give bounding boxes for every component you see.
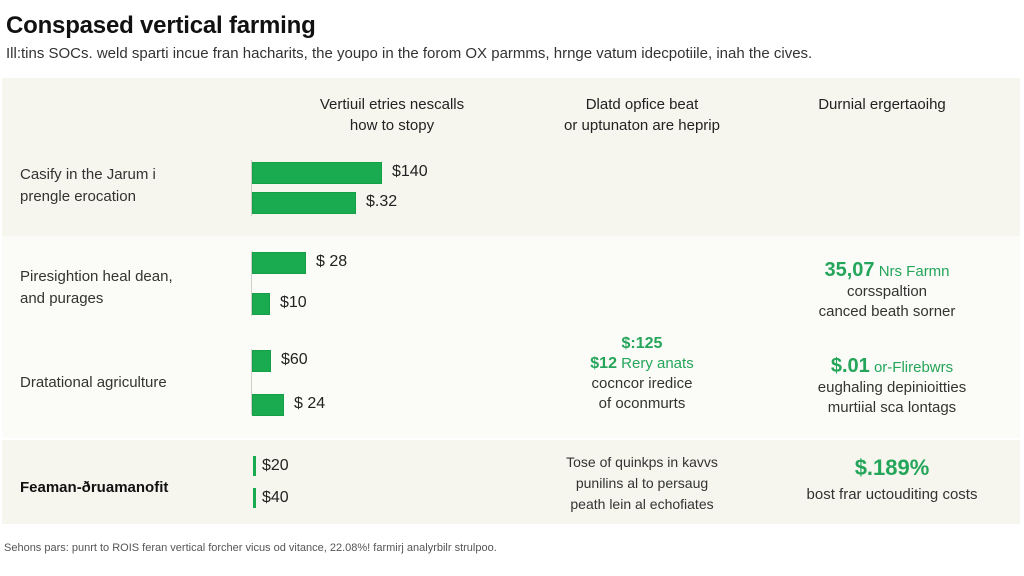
stat-row3-mid-suffix: Rery anats	[621, 355, 694, 372]
band-rows-2-3	[2, 236, 1020, 438]
page-subtitle: Ill:tins SOCs. weld sparti incue fran ha…	[6, 45, 813, 62]
footnote: Sehons pars: punrt to ROIS feran vertica…	[4, 542, 497, 554]
stat-row3-right-line2: murtiial sca lontags	[827, 399, 957, 416]
stat-row4-mid-line1: Tose of quinkps in kavvs	[566, 454, 718, 470]
column-header-2-line1: Dlatd opfice beat	[585, 96, 699, 113]
bar-1	[252, 162, 382, 184]
stat-row2-right-suffix: Nrs Farmn	[878, 263, 950, 280]
stat-row2-right: 35,07 Nrs Farmn corsspaltion canced beat…	[792, 260, 982, 322]
stat-row2-right-line1: corsspaltion	[846, 283, 928, 300]
axis-line-1	[251, 160, 252, 216]
column-header-1-line2: how to stopy	[349, 117, 435, 134]
stat-row2-right-line2: canced beath sorner	[818, 303, 956, 320]
stat-row3-right-line1: eughaling depinioitties	[817, 379, 967, 396]
bar-value-label-5: $60	[281, 351, 308, 368]
bar-2	[252, 192, 356, 214]
row-label-3: Dratational agriculture	[20, 372, 167, 394]
bar-value-label-4: $10	[280, 294, 307, 311]
bar-value-label-6: $ 24	[294, 395, 326, 412]
band-header-row1	[2, 78, 1020, 236]
stat-row3-right-suffix: or-Flirebwrs	[873, 359, 954, 376]
row-label-3-line1: Dratational agriculture	[20, 374, 167, 391]
bar-6	[252, 394, 284, 416]
stat-row4-mid: Tose of quinkps in kavvs punilins al to …	[542, 452, 742, 515]
bar-4	[252, 293, 270, 315]
column-header-2: Dlatd opfice beat or uptunaton are hepri…	[532, 94, 752, 136]
axis-line-2	[251, 251, 252, 316]
axis-line-3	[251, 349, 252, 415]
bar-value-label-1: $140	[392, 163, 428, 180]
bar-8	[253, 488, 256, 508]
stat-row3-mid-value: $:125	[621, 335, 663, 352]
row-label-4: Feaman-ðruamanofit	[20, 477, 168, 499]
stat-row4-mid-line3: peath lein al echofiates	[570, 496, 714, 512]
stat-row4-right-line1: bost frar uctouditing costs	[806, 486, 978, 503]
row-label-1: Casify in the Jarum i prengle erocation	[20, 164, 156, 208]
bar-value-label-8: $40	[262, 489, 289, 506]
stat-row3-right: $.01 or-Flirebwrs eughaling depinioittie…	[792, 356, 992, 418]
comparison-table: Vertiuil etries nescalls how to stopy Dl…	[2, 78, 1020, 524]
row-label-1-line1: Casify in the Jarum i	[20, 166, 156, 183]
bar-value-label-7: $20	[262, 457, 289, 474]
page-title: Conspased vertical farming	[6, 12, 316, 39]
row-label-1-line2: prengle erocation	[20, 188, 136, 205]
stat-row3-mid-line2: of oconmurts	[598, 395, 686, 412]
stat-row3-mid: $:125 $12 Rery anats cocncor iredice of …	[562, 334, 722, 414]
stat-row3-right-value: $.01	[830, 355, 870, 377]
bar-value-label-2: $.32	[366, 193, 398, 210]
bar-7	[253, 456, 256, 476]
column-header-3: Durnial ergertaoihg	[782, 94, 982, 115]
band-row4	[2, 440, 1020, 524]
row-label-2-line1: Piresightion heal dean,	[20, 268, 173, 285]
stat-row4-mid-line2: punilins al to persaug	[575, 475, 709, 491]
stat-row4-right-value: $.189%	[854, 455, 930, 480]
stat-row4-right: $.189% bost frar uctouditing costs	[792, 454, 992, 505]
stat-row3-mid-line1: cocncor iredice	[591, 375, 693, 392]
row-label-2: Piresightion heal dean, and purages	[20, 266, 173, 310]
column-header-1-line1: Vertiuil etries nescalls	[319, 96, 465, 113]
column-header-1: Vertiuil etries nescalls how to stopy	[272, 94, 512, 136]
bar-5	[252, 350, 271, 372]
bar-value-label-3: $ 28	[316, 253, 348, 270]
stat-row3-mid-value2: $12	[590, 355, 617, 372]
bar-3	[252, 252, 306, 274]
column-header-3-line1: Durnial ergertaoihg	[818, 96, 946, 113]
row-label-4-line1: Feaman-ðruamanofit	[20, 479, 169, 496]
row-label-2-line2: and purages	[20, 290, 104, 307]
stat-row2-right-value: 35,07	[824, 259, 875, 281]
column-header-2-line2: or uptunaton are heprip	[564, 117, 720, 134]
